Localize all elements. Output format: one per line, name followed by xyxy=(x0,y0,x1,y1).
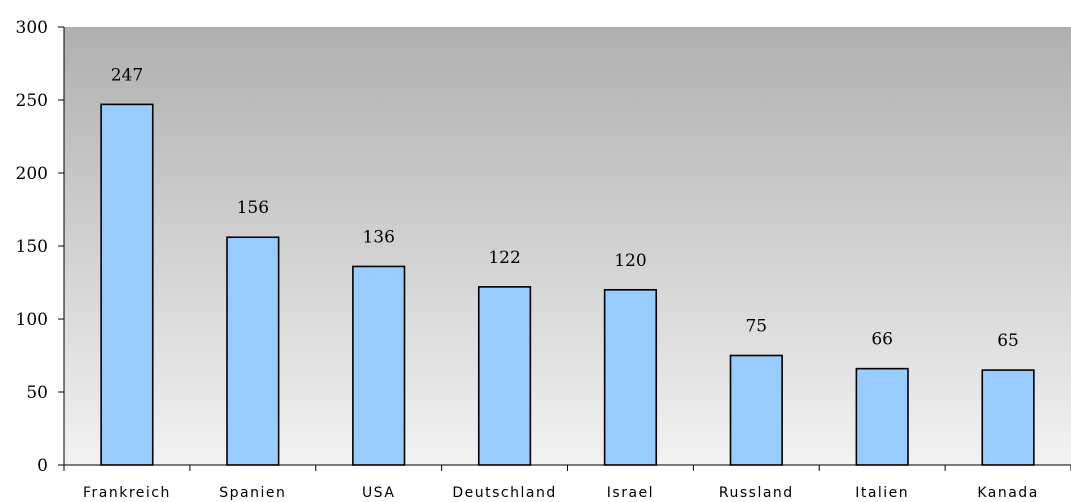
x-axis: Frankreich Spanien USA Deutschland Israel Rus… xyxy=(63,464,1071,501)
x-tick-label: Russland xyxy=(719,485,794,501)
y-tick-label: 0 xyxy=(37,456,48,476)
bar-israel xyxy=(603,288,658,466)
data-label: 75 xyxy=(745,317,767,337)
x-tick-label: Spanien xyxy=(219,485,286,501)
x-tick-label: Kanada xyxy=(977,485,1038,501)
y-tick-label: 250 xyxy=(16,91,48,111)
bar-kanada xyxy=(981,369,1035,466)
data-label: 122 xyxy=(488,248,520,268)
bar-spanien xyxy=(226,236,280,466)
x-tick-label: Israel xyxy=(607,485,654,501)
x-tick-label: USA xyxy=(362,485,395,501)
data-label: 156 xyxy=(237,198,269,218)
x-tick-label: Frankreich xyxy=(83,485,171,501)
data-label: 136 xyxy=(362,227,394,247)
x-tick-label: Italien xyxy=(855,485,909,501)
bar-italien xyxy=(855,367,909,466)
data-label: 65 xyxy=(997,331,1019,351)
bar-usa xyxy=(352,265,406,466)
y-tick-label: 300 xyxy=(16,18,48,38)
data-label: 120 xyxy=(614,251,646,271)
data-label: 66 xyxy=(871,330,893,350)
y-tick-label: 100 xyxy=(16,310,48,330)
bars-group xyxy=(100,103,1035,466)
y-tick-label: 50 xyxy=(26,383,48,403)
x-tick-label: Deutschland xyxy=(452,485,556,501)
y-tick-label: 200 xyxy=(16,164,48,184)
y-axis: 0 50 100 150 200 250 300 xyxy=(16,18,65,476)
plot-area xyxy=(64,27,1071,465)
y-tick-label: 150 xyxy=(16,237,48,257)
data-labels-group: 247 156 136 122 120 75 66 65 xyxy=(111,65,1019,351)
data-label: 247 xyxy=(111,65,143,85)
bar-russland xyxy=(729,354,783,466)
bar-deutschland xyxy=(477,286,532,466)
bar-frankreich xyxy=(100,103,154,466)
